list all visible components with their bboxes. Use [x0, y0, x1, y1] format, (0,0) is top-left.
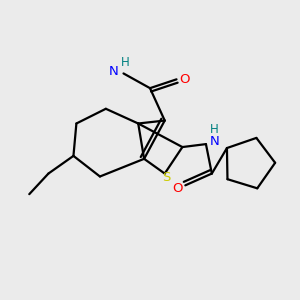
Text: O: O	[172, 182, 182, 195]
Text: H: H	[121, 56, 129, 69]
Text: N: N	[209, 135, 219, 148]
Text: N: N	[108, 65, 118, 79]
Text: S: S	[162, 172, 170, 184]
Text: O: O	[179, 73, 190, 86]
Text: H: H	[210, 123, 219, 136]
